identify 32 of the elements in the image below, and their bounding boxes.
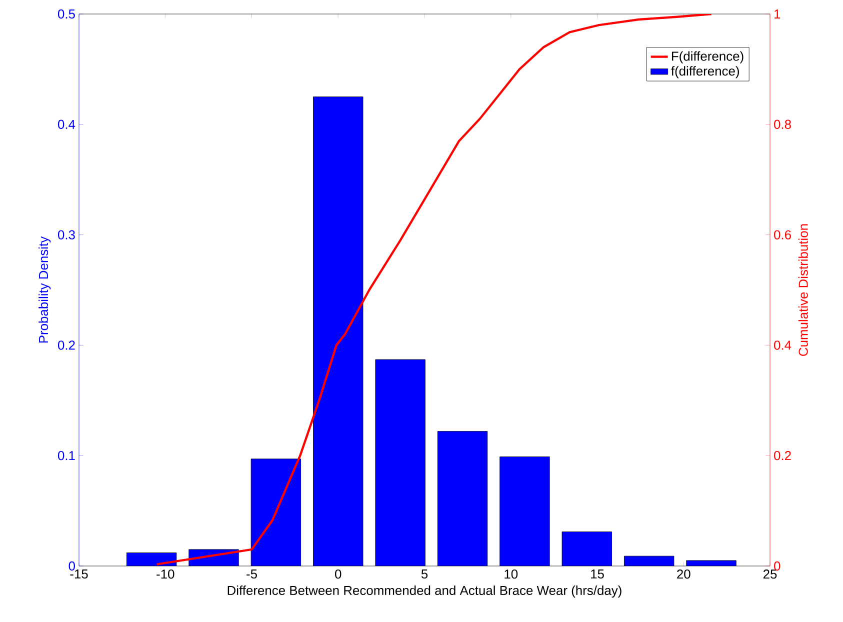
y-tick-label: 0.5	[58, 9, 75, 19]
y2-tick-label: 1	[774, 10, 780, 18]
y-axis-title: Probability Density	[38, 236, 51, 343]
x-tick-label: -10	[156, 570, 174, 579]
bar	[313, 96, 364, 566]
y2-tick-label: 0.2	[774, 451, 791, 460]
y-tick-label: 0.4	[58, 120, 76, 129]
y-tick-label: 0.1	[58, 451, 75, 460]
x-tick-label: -15	[70, 570, 88, 579]
y-tick-label: 0.3	[58, 230, 75, 240]
y-tick-label: 0	[68, 561, 75, 571]
y2-tick-label: 0.6	[774, 230, 791, 240]
x-tick-label: 5	[421, 570, 428, 579]
y2-tick-label: 0.8	[774, 120, 791, 129]
x-tick-label: 0	[335, 570, 342, 579]
bar	[438, 431, 488, 566]
y2-tick-label: 0.4	[774, 340, 792, 350]
y2-axis-title: Cumulative Distribution	[798, 224, 808, 356]
bar	[562, 532, 612, 566]
legend-label: f(difference)	[671, 66, 739, 78]
x-tick-label: 15	[591, 570, 604, 579]
y-tick-label: 0.2	[58, 340, 75, 350]
x-axis-title: Difference Between Recommended and Actual Brace Wear (hrs/day)	[228, 586, 622, 598]
x-tick-label: 20	[677, 570, 690, 579]
bar	[500, 456, 550, 566]
x-tick-label: -5	[246, 570, 257, 579]
bar	[375, 360, 426, 566]
x-tick-label: 25	[763, 570, 777, 579]
y2-tick-label: 0	[774, 561, 780, 571]
bar	[251, 458, 301, 566]
x-tick-label: 10	[504, 570, 518, 579]
legend-label: F(difference)	[672, 51, 744, 64]
